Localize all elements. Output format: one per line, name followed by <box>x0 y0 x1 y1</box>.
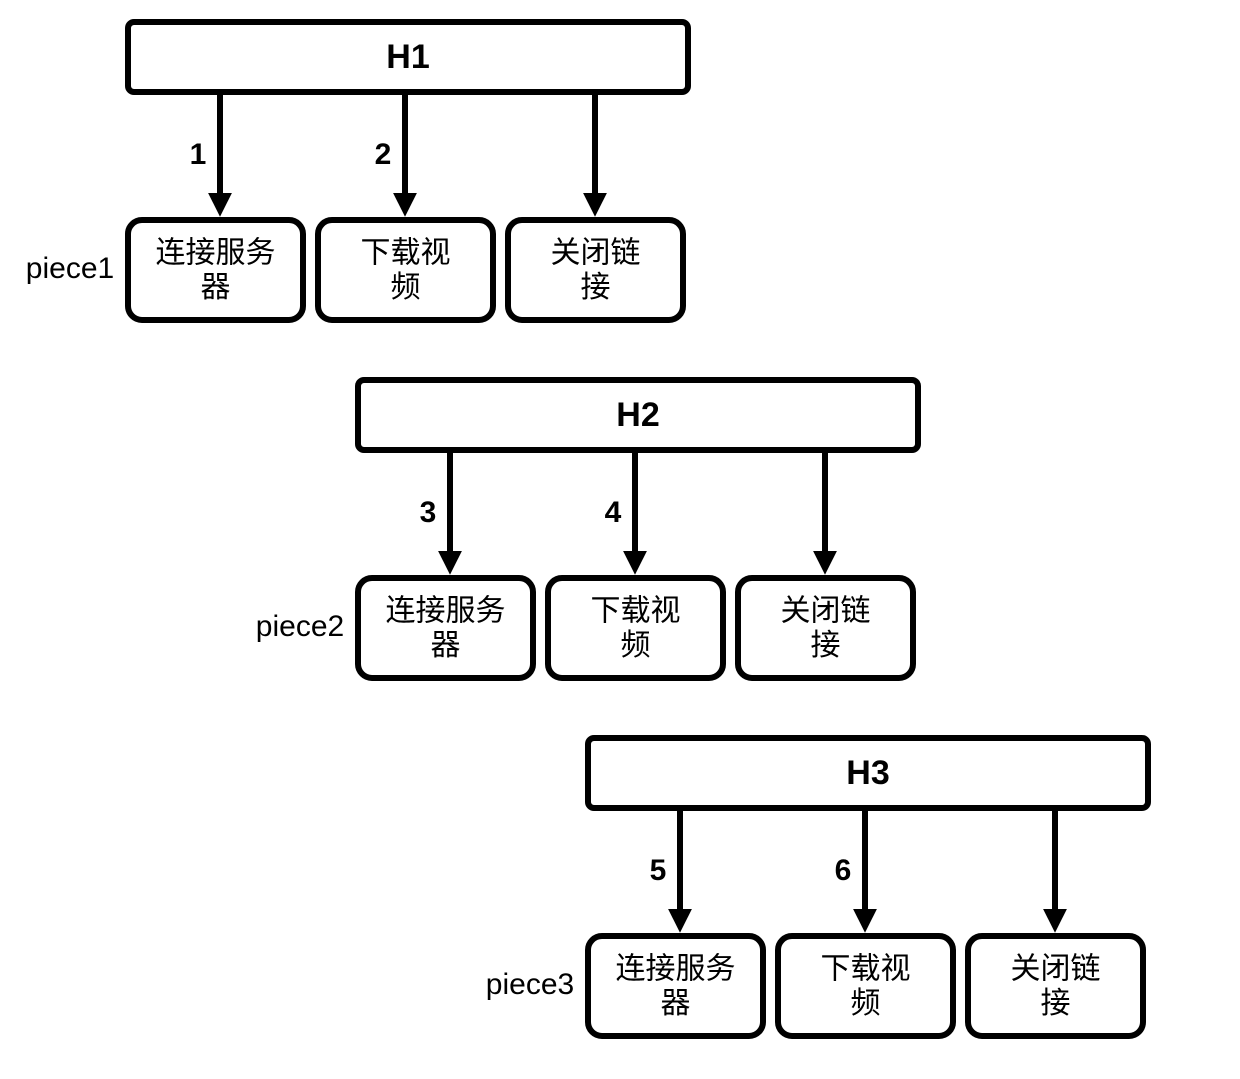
flow-group-g3: H3 5 6 连接服务器 下载视频 关闭链接 piece3 <box>486 738 1148 1036</box>
step-box <box>318 220 493 320</box>
step-label: 器 <box>431 629 461 662</box>
step-label: 关闭链 <box>781 595 871 628</box>
step-label: 频 <box>621 629 651 662</box>
flow-group-g2: H2 3 4 连接服务器 下载视频 关闭链接 piece2 <box>256 380 918 678</box>
header-label: H3 <box>846 754 889 792</box>
step-label: 下载视 <box>821 953 911 986</box>
step-label: 连接服务 <box>156 237 276 270</box>
arrow-label: 4 <box>605 496 622 529</box>
arrow-label: 5 <box>650 854 667 887</box>
arrow-label: 6 <box>835 854 852 887</box>
step-label: 频 <box>851 987 881 1020</box>
arrow-label: 2 <box>375 138 392 171</box>
arrow-label: 1 <box>190 138 207 171</box>
flow-group-g1: H1 1 2 连接服务器 下载视频 关闭链接 piece1 <box>26 22 688 320</box>
step-label: 接 <box>1041 987 1071 1020</box>
flowchart-diagram: H112连接服务器下载视频关闭链接piece1H234连接服务器下载视频关闭链接… <box>0 0 1240 1079</box>
step-box <box>588 936 763 1036</box>
step-label: 接 <box>581 271 611 304</box>
step-label: 器 <box>201 271 231 304</box>
step-box <box>968 936 1143 1036</box>
step-label: 接 <box>811 629 841 662</box>
step-box <box>548 578 723 678</box>
step-box <box>508 220 683 320</box>
step-label: 下载视 <box>361 237 451 270</box>
step-label: 下载视 <box>591 595 681 628</box>
header-label: H1 <box>386 38 429 76</box>
piece-label: piece2 <box>256 610 344 643</box>
step-box <box>128 220 303 320</box>
step-box <box>778 936 953 1036</box>
step-label: 关闭链 <box>551 237 641 270</box>
step-box <box>738 578 913 678</box>
step-label: 连接服务 <box>616 953 736 986</box>
step-box <box>358 578 533 678</box>
piece-label: piece1 <box>26 252 114 285</box>
step-label: 频 <box>391 271 421 304</box>
arrow-label: 3 <box>420 496 437 529</box>
step-label: 关闭链 <box>1011 953 1101 986</box>
header-label: H2 <box>616 396 659 434</box>
step-label: 连接服务 <box>386 595 506 628</box>
piece-label: piece3 <box>486 968 574 1001</box>
step-label: 器 <box>661 987 691 1020</box>
